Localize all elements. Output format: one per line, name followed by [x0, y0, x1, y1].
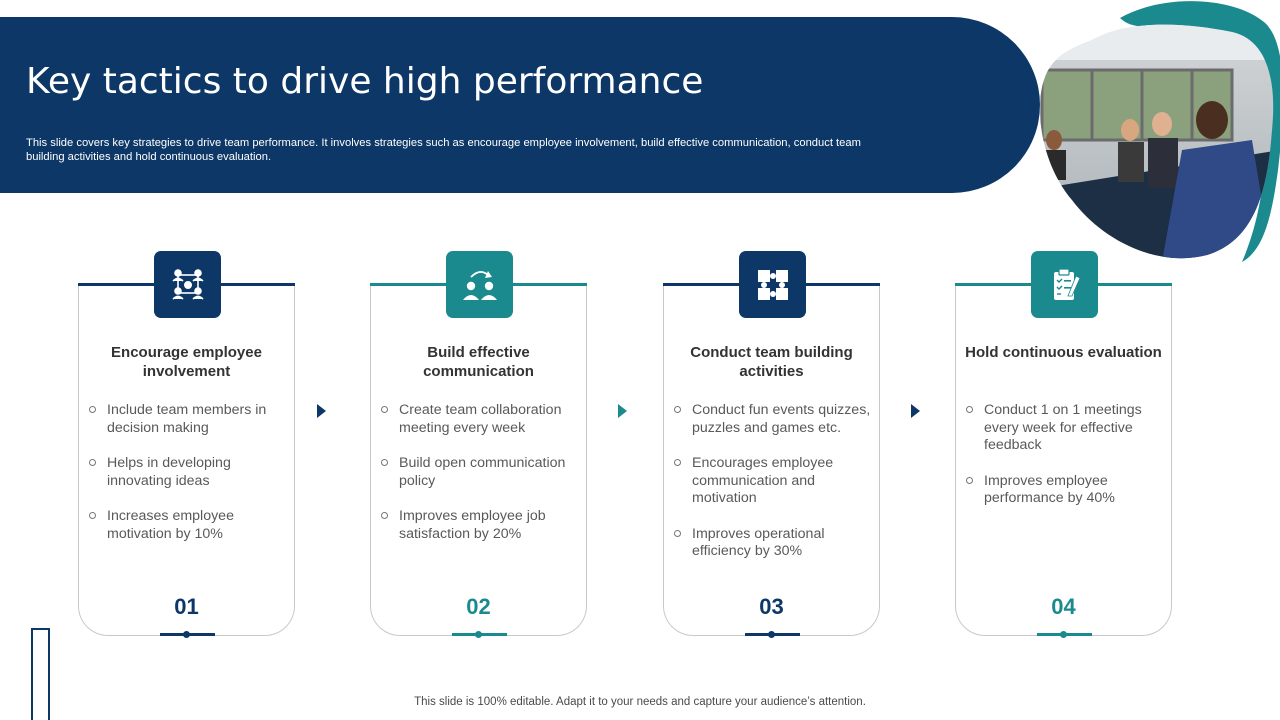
- list-item: Build open communication policy: [381, 455, 578, 490]
- tactic-card-2: Build effective communication Create tea…: [370, 251, 587, 638]
- list-item: Improves operational efficiency by 30%: [674, 526, 871, 561]
- page-description: This slide covers key strategies to driv…: [26, 137, 861, 163]
- meeting-photo: [1032, 0, 1280, 262]
- page-title: Key tactics to drive high performance: [26, 61, 704, 102]
- bullet-circle-icon: [89, 459, 96, 466]
- clipboard-checklist-icon: [1031, 251, 1098, 318]
- card-bullets: Include team members in decision making …: [89, 402, 286, 561]
- tactic-card-3: Conduct team building activities Conduct…: [663, 251, 880, 638]
- card-number: 01: [174, 594, 199, 619]
- card-title: Build effective communication: [423, 344, 534, 380]
- list-item: Improves employee performance by 40%: [966, 473, 1163, 508]
- tactic-card-1: Encourage employee involvement Include t…: [78, 251, 295, 638]
- bullet-circle-icon: [674, 529, 681, 537]
- puzzle-icon: [739, 251, 806, 318]
- footer-note: This slide is 100% editable. Adapt it to…: [414, 696, 866, 708]
- bullet-circle-icon: [89, 512, 96, 519]
- list-item: Conduct 1 on 1 meetings every week for e…: [966, 402, 1163, 455]
- card-number: 04: [1051, 594, 1076, 619]
- card-number: 03: [759, 594, 784, 619]
- tactic-card-4: Hold continuous evaluation Conduct 1 on …: [955, 251, 1172, 638]
- card-bullets: Conduct 1 on 1 meetings every week for e…: [966, 402, 1163, 526]
- card-bottom-dot: [183, 631, 190, 638]
- arrow-right-icon: [911, 404, 920, 418]
- list-item: Increases employee motivation by 10%: [89, 508, 286, 543]
- card-title: Encourage employee involvement: [111, 344, 262, 380]
- card-bottom-dot: [1060, 631, 1067, 638]
- bullet-circle-icon: [381, 406, 388, 413]
- card-bullets: Conduct fun events quizzes, puzzles and …: [674, 402, 871, 579]
- arrow-right-icon: [618, 404, 627, 418]
- team-gear-icon: [154, 251, 221, 318]
- decorative-outline-rect: [31, 628, 50, 720]
- list-item: Helps in developing innovating ideas: [89, 455, 286, 490]
- card-title: Hold continuous evaluation: [965, 344, 1162, 361]
- bullet-circle-icon: [381, 459, 388, 466]
- list-item: Include team members in decision making: [89, 402, 286, 437]
- header-banner: Key tactics to drive high performance Th…: [0, 17, 1040, 193]
- arrow-right-icon: [317, 404, 326, 418]
- list-item: Improves employee job satisfaction by 20…: [381, 508, 578, 543]
- bullet-circle-icon: [381, 512, 388, 519]
- card-bottom-dot: [768, 631, 775, 638]
- card-number: 02: [466, 594, 491, 619]
- bullet-circle-icon: [966, 476, 973, 484]
- card-title: Conduct team building activities: [690, 344, 853, 380]
- bullet-circle-icon: [674, 459, 681, 466]
- bullet-circle-icon: [674, 406, 681, 413]
- card-bullets: Create team collaboration meeting every …: [381, 402, 578, 561]
- list-item: Conduct fun events quizzes, puzzles and …: [674, 402, 871, 437]
- bullet-circle-icon: [89, 406, 96, 413]
- list-item: Create team collaboration meeting every …: [381, 402, 578, 437]
- bullet-circle-icon: [966, 406, 973, 413]
- card-bottom-dot: [475, 631, 482, 638]
- list-item: Encourages employee communication and mo…: [674, 455, 871, 508]
- people-exchange-icon: [446, 251, 513, 318]
